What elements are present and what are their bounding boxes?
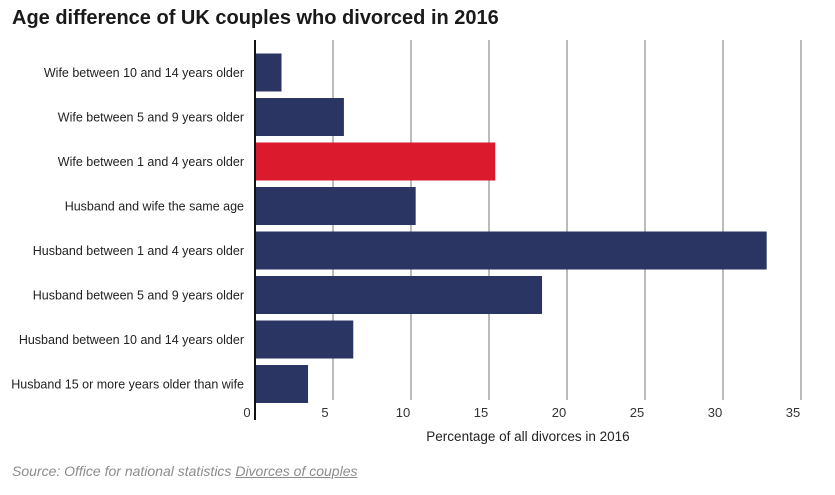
x-tick-label: 30 — [708, 405, 722, 420]
bars — [255, 53, 767, 403]
bar — [255, 98, 344, 136]
bar — [255, 187, 416, 225]
bar — [255, 142, 496, 181]
x-tick-label: 0 — [243, 405, 250, 420]
bar — [255, 276, 543, 314]
x-tick-label: 35 — [786, 405, 800, 420]
source-note: Source: Office for national statistics D… — [12, 463, 358, 479]
category-label: Wife between 10 and 14 years older — [44, 66, 244, 80]
bar-chart: Wife between 10 and 14 years older Wife b… — [11, 40, 802, 444]
x-axis-label: Percentage of all divorces in 2016 — [426, 429, 629, 444]
bar — [255, 320, 354, 359]
x-tick-label: 10 — [396, 405, 410, 420]
category-labels: Wife between 10 and 14 years older Wife b… — [11, 66, 244, 392]
category-label: Husband and wife the same age — [65, 200, 244, 214]
x-tick-label: 20 — [552, 405, 566, 420]
category-label: Husband 15 or more years older than wife — [11, 378, 244, 392]
category-label: Husband between 10 and 14 years older — [19, 333, 244, 347]
bar — [255, 365, 309, 403]
x-tick-label: 15 — [474, 405, 488, 420]
bar — [255, 231, 767, 270]
x-tick-labels: 0 5 10 15 20 25 30 35 — [243, 405, 800, 420]
category-label: Husband between 5 and 9 years older — [33, 289, 244, 303]
category-label: Husband between 1 and 4 years older — [33, 244, 244, 258]
bar — [255, 53, 282, 92]
chart-title: Age difference of UK couples who divorce… — [12, 7, 499, 29]
source-text: Source: Office for national statistics — [12, 463, 232, 479]
category-label: Wife between 5 and 9 years older — [58, 111, 244, 125]
x-tick-label: 25 — [630, 405, 644, 420]
source-link[interactable]: Divorces of couples — [235, 463, 358, 479]
category-label: Wife between 1 and 4 years older — [58, 155, 244, 169]
x-tick-label: 5 — [321, 405, 328, 420]
